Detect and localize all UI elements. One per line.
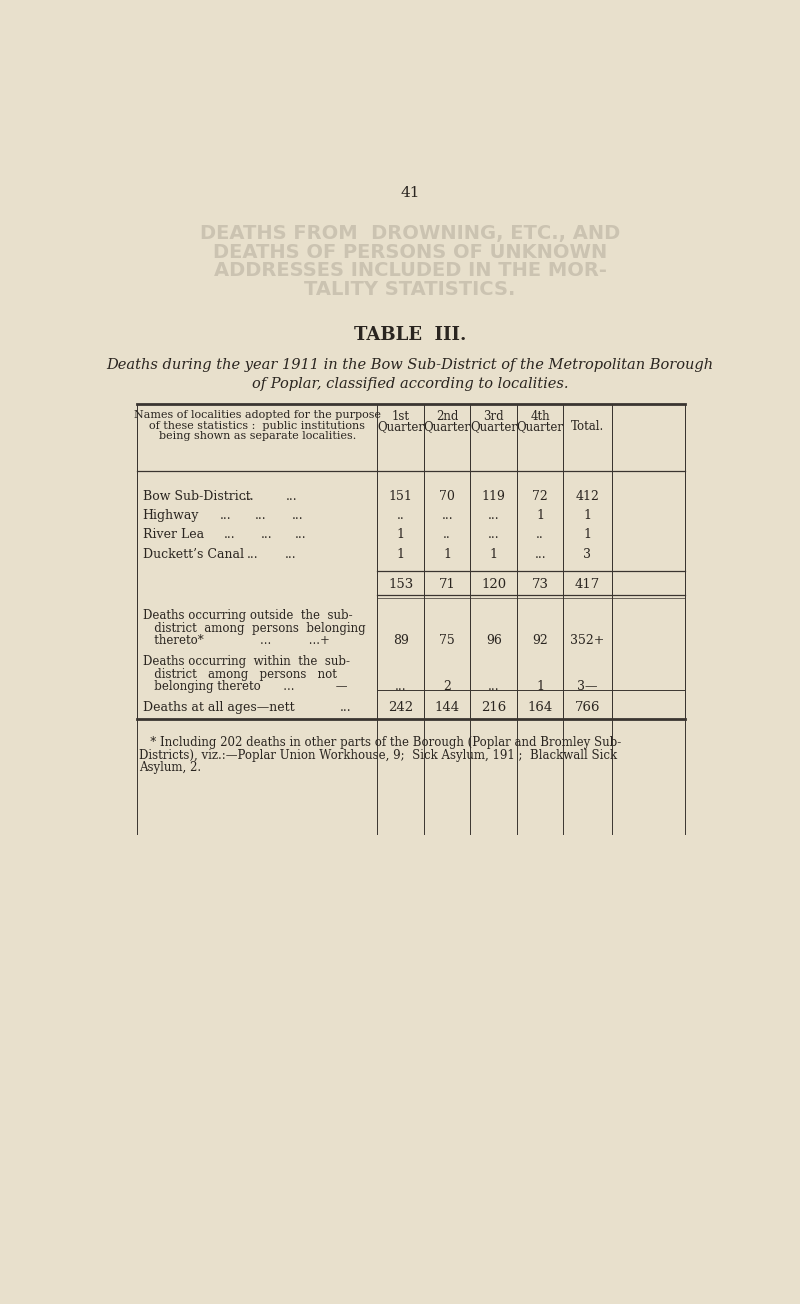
Text: ...: ...	[442, 509, 453, 522]
Text: 1: 1	[490, 548, 498, 561]
Text: 72: 72	[532, 490, 548, 503]
Text: ...: ...	[262, 528, 273, 541]
Text: Districts), viz.:—Poplar Union Workhouse, 9;  Sick Asylum, 191 ;  Blackwall Sick: Districts), viz.:—Poplar Union Workhouse…	[138, 748, 617, 762]
Text: 242: 242	[388, 700, 414, 713]
Text: ..: ..	[397, 509, 405, 522]
Text: 2nd: 2nd	[436, 409, 458, 422]
Text: ...: ...	[255, 509, 266, 522]
Text: 70: 70	[439, 490, 455, 503]
Text: ...: ...	[243, 490, 255, 503]
Text: ...: ...	[488, 528, 499, 541]
Text: Quarter: Quarter	[517, 420, 564, 433]
Text: 73: 73	[532, 579, 549, 592]
Text: 1st: 1st	[392, 409, 410, 422]
Text: 119: 119	[482, 490, 506, 503]
Text: 3: 3	[583, 548, 591, 561]
Text: 153: 153	[388, 579, 414, 592]
Text: 3—: 3—	[578, 681, 598, 694]
Text: Asylum, 2.: Asylum, 2.	[138, 762, 201, 775]
Text: Names of localities adopted for the purpose: Names of localities adopted for the purp…	[134, 409, 381, 420]
Text: 89: 89	[393, 634, 409, 647]
Text: 41: 41	[400, 185, 420, 200]
Text: 92: 92	[532, 634, 548, 647]
Text: Bow Sub-District: Bow Sub-District	[142, 490, 250, 503]
Text: 75: 75	[439, 634, 455, 647]
Text: ..: ..	[443, 528, 451, 541]
Text: DEATHS OF PERSONS OF UNKNOWN: DEATHS OF PERSONS OF UNKNOWN	[213, 243, 607, 262]
Text: 3rd: 3rd	[483, 409, 504, 422]
Text: Deaths during the year 1911 in the Bow Sub-District of the Metropolitan Borough: Deaths during the year 1911 in the Bow S…	[106, 359, 714, 372]
Text: ...: ...	[488, 509, 499, 522]
Text: ...: ...	[395, 681, 406, 694]
Text: 1: 1	[583, 509, 591, 522]
Text: ADDRESSES INCLUDED IN THE MOR-: ADDRESSES INCLUDED IN THE MOR-	[214, 261, 606, 280]
Text: district   among   persons   not: district among persons not	[142, 668, 337, 681]
Text: thereto*               ...          ...+: thereto* ... ...+	[142, 634, 330, 647]
Text: ...: ...	[247, 548, 259, 561]
Text: of Poplar, classified according to localities.: of Poplar, classified according to local…	[252, 377, 568, 391]
Text: 151: 151	[389, 490, 413, 503]
Text: 71: 71	[438, 579, 456, 592]
Text: Quarter: Quarter	[470, 420, 518, 433]
Text: DEATHS FROM  DROWNING, ETC., AND: DEATHS FROM DROWNING, ETC., AND	[200, 224, 620, 244]
Text: ...: ...	[534, 548, 546, 561]
Text: Quarter: Quarter	[378, 420, 424, 433]
Text: 1: 1	[443, 548, 451, 561]
Text: 1: 1	[397, 548, 405, 561]
Text: belonging thereto      ...           —: belonging thereto ... —	[142, 681, 347, 694]
Text: TABLE  III.: TABLE III.	[354, 326, 466, 344]
Text: ...: ...	[295, 528, 307, 541]
Text: 164: 164	[527, 700, 553, 713]
Text: ...: ...	[340, 700, 352, 713]
Text: 1: 1	[397, 528, 405, 541]
Text: Highway: Highway	[142, 509, 199, 522]
Text: 412: 412	[575, 490, 599, 503]
Text: Deaths occurring  within  the  sub-: Deaths occurring within the sub-	[142, 656, 350, 669]
Text: 144: 144	[434, 700, 460, 713]
Text: 1: 1	[536, 681, 544, 694]
Text: ...: ...	[286, 490, 298, 503]
Text: TALITY STATISTICS.: TALITY STATISTICS.	[304, 279, 516, 299]
Text: ...: ...	[285, 548, 296, 561]
Text: 1: 1	[583, 528, 591, 541]
Text: 766: 766	[574, 700, 600, 713]
Text: 352+: 352+	[570, 634, 605, 647]
Text: River Lea: River Lea	[142, 528, 204, 541]
Text: district  among  persons  belonging: district among persons belonging	[142, 622, 366, 635]
Text: ...: ...	[224, 528, 236, 541]
Text: Deaths at all ages—nett: Deaths at all ages—nett	[142, 700, 294, 713]
Text: Quarter: Quarter	[424, 420, 470, 433]
Text: of these statistics :  public institutions: of these statistics : public institution…	[150, 421, 366, 430]
Text: 1: 1	[536, 509, 544, 522]
Text: ...: ...	[220, 509, 232, 522]
Text: 96: 96	[486, 634, 502, 647]
Text: ...: ...	[292, 509, 304, 522]
Text: * Including 202 deaths in other parts of the Borough (Poplar and Bromley Sub-: * Including 202 deaths in other parts of…	[138, 737, 621, 750]
Text: ...: ...	[488, 681, 499, 694]
Text: being shown as separate localities.: being shown as separate localities.	[158, 432, 356, 441]
Text: Deaths occurring outside  the  sub-: Deaths occurring outside the sub-	[142, 609, 352, 622]
Text: Duckett’s Canal: Duckett’s Canal	[142, 548, 244, 561]
Text: ..: ..	[536, 528, 544, 541]
Text: 417: 417	[575, 579, 600, 592]
Text: 4th: 4th	[530, 409, 550, 422]
Text: 120: 120	[481, 579, 506, 592]
Text: 2: 2	[443, 681, 451, 694]
Text: 216: 216	[481, 700, 506, 713]
Text: Total.: Total.	[571, 420, 604, 433]
